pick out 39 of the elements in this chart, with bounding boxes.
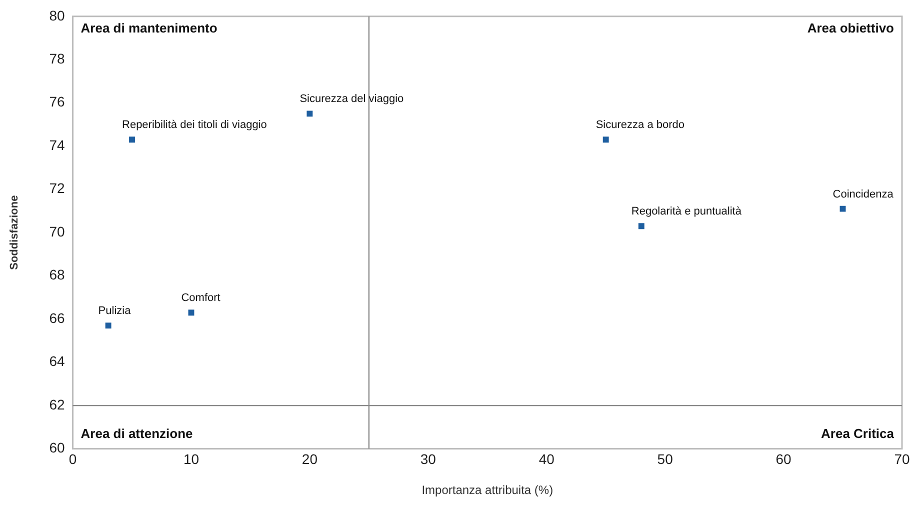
point [306,110,313,117]
point [129,136,135,143]
point [602,136,609,143]
annotation: Area di mantenimento [80,20,218,36]
annotation: Comfort [181,292,220,304]
point [105,322,112,329]
annotation: Pulizia [98,305,132,318]
y-axis-title: Soddisfazione [8,195,21,270]
x-tick-label: 50 [657,451,674,468]
x-tick-label: 40 [538,451,555,468]
x-axis-title: Importanza attribuita (%) [422,483,554,498]
annotation: Sicurezza a bordo [596,119,685,132]
annotation: Regolarità e puntualità [631,206,742,218]
y-tick-label: 60 [49,440,65,456]
x-tick-label: 60 [776,451,792,468]
y-tick-label: 70 [49,223,65,240]
annotation: Area di attenzione [80,426,193,441]
annotation: Area obiettivo [807,20,894,36]
point [188,310,194,316]
y-tick-label: 64 [49,353,65,370]
annotation: Coincidenza [832,188,894,200]
annotation: Area Critica [821,426,895,441]
annotation: Sicurezza del viaggio [300,93,404,106]
x-tick-label: 10 [183,451,200,468]
x-tick-label: 70 [894,451,910,468]
y-tick-label: 76 [49,94,65,110]
y-tick-label: 62 [49,396,65,412]
x-tick-label: 30 [420,451,436,468]
y-tick-label: 68 [49,266,65,283]
annotation: Reperibilità dei titoli di viaggio [122,119,267,132]
x-tick-label: 20 [302,451,318,468]
y-tick-label: 80 [49,7,65,24]
y-tick-label: 78 [49,50,65,66]
y-tick-label: 72 [49,180,65,196]
point [638,223,644,230]
point [840,206,846,212]
y-tick-label: 66 [49,310,65,326]
x-tick-label: 0 [68,451,77,468]
y-tick-label: 74 [49,136,65,153]
